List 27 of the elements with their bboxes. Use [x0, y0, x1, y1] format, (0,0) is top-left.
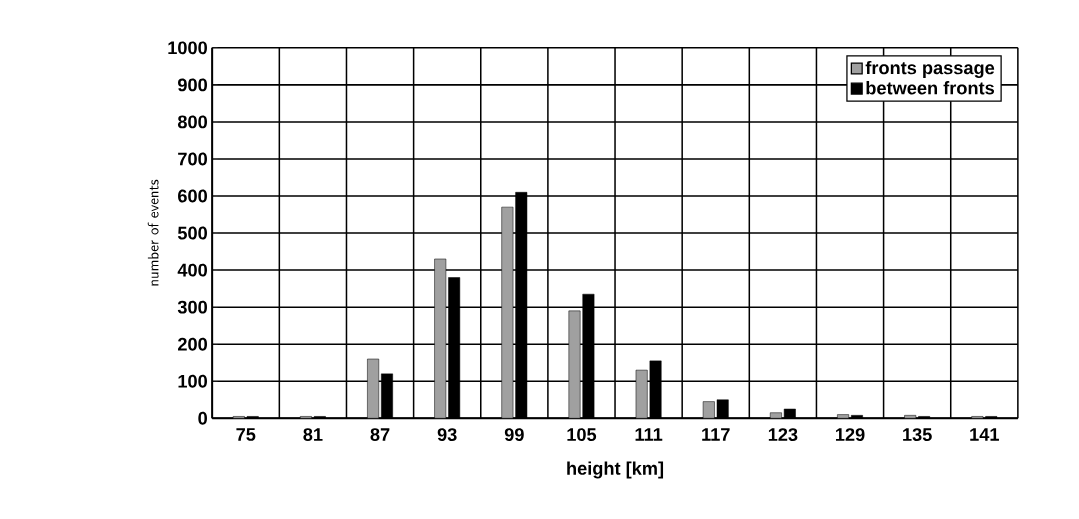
x-tick-label: 93 [437, 428, 457, 442]
x-tick-label: 135 [903, 428, 932, 442]
x-tick-label: 129 [835, 428, 865, 442]
y-tick-label: 1000 [168, 41, 207, 55]
x-tick-label: 99 [504, 428, 524, 442]
x-axis-title: height [km] [567, 461, 664, 479]
y-tick-label: 400 [177, 263, 207, 277]
x-tick-label: 111 [635, 428, 663, 441]
x-tick-label: 75 [236, 428, 256, 441]
y-tick-label: 200 [178, 337, 207, 351]
y-tick-label: 900 [178, 78, 207, 92]
x-tick-label: 123 [768, 428, 798, 442]
y-tick-label: 600 [178, 189, 207, 203]
x-tick-label: 105 [567, 428, 597, 442]
legend-label: fronts passage [865, 60, 995, 78]
x-tick-label: 81 [303, 428, 323, 442]
x-tick-label: 87 [370, 428, 390, 442]
x-tick-label: 117 [702, 428, 730, 441]
y-tick-label: 700 [178, 152, 207, 166]
y-tick-label: 300 [177, 300, 207, 314]
legend-label: between fronts [866, 81, 995, 95]
x-tick-label: 141 [970, 428, 999, 441]
y-tick-label: 0 [198, 411, 207, 425]
y-axis-title: number of events [147, 179, 159, 286]
y-tick-label: 100 [178, 374, 207, 388]
y-tick-label: 500 [177, 226, 207, 240]
y-tick-label: 800 [177, 115, 207, 129]
